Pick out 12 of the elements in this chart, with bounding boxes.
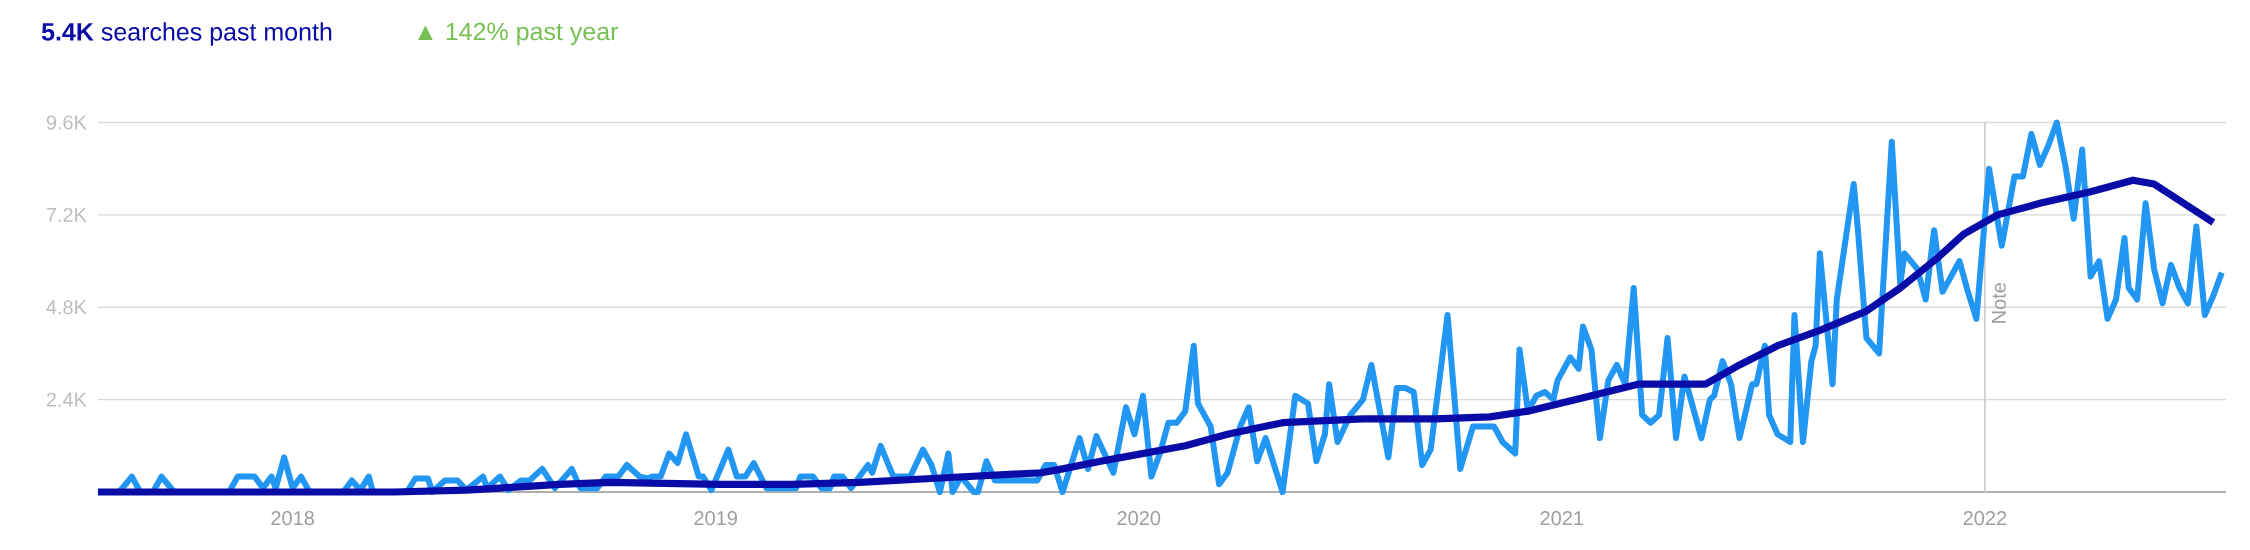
chart-subtitle: ▲ 142% past year [418,22,619,46]
x-tick-label: 2021 [1540,511,1584,526]
x-tick-label: 2022 [1963,511,2007,526]
ref-line-label: Note [1991,283,2006,323]
y-tick-label: 4.8K [46,300,87,315]
y-tick-label: 7.2K [46,207,87,222]
x-tick-label: 2019 [694,511,737,526]
y-tick-label: 2.4K [46,392,87,407]
x-tick-label: 2020 [1117,511,1161,526]
x-tick-label: 2018 [271,511,314,526]
chart-title: 5.4K searches past month [41,22,332,46]
y-tick-label: 9.6K [46,115,87,130]
